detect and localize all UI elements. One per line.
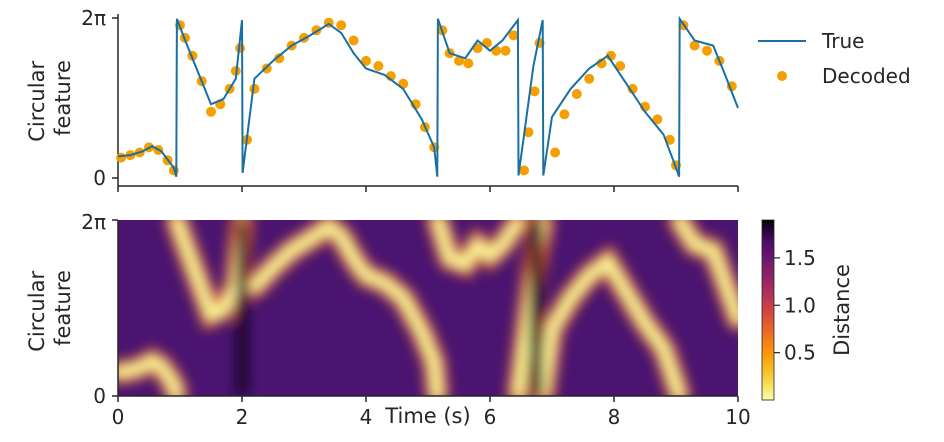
decoded-point	[116, 152, 127, 163]
colorbar-tick-label: 1.5	[784, 246, 816, 270]
decoded-point	[571, 89, 582, 99]
decoded-point	[615, 61, 626, 71]
decoded-point	[206, 106, 216, 117]
bottom-y-axis-label-line-2: feature	[51, 270, 75, 346]
decoded-point	[274, 53, 285, 64]
bottom-xtick-label: 4	[360, 405, 373, 429]
legend-true-label: True	[821, 29, 864, 53]
colorbar-gradient	[761, 219, 775, 401]
decoded-point	[584, 73, 595, 84]
decoded-point	[361, 55, 371, 66]
bottom-xtick-label: 8	[608, 405, 621, 429]
decoded-point	[508, 30, 519, 41]
x-axis-label: Time (s)	[384, 404, 470, 428]
bottom-x-ticks: 0 2 4 6 8 10	[112, 396, 751, 429]
decoded-point	[523, 127, 534, 138]
top-y-axis-label-line-2: feature	[51, 60, 75, 136]
heatmap-dark-band-2	[529, 220, 543, 396]
decoded-point	[627, 83, 638, 94]
decoded-point	[652, 114, 663, 125]
heatmap	[118, 220, 738, 396]
decoded-point	[261, 63, 272, 74]
decoded-point	[454, 55, 464, 66]
bottom-y-axis-label: Circular feature	[25, 264, 75, 352]
decoded-point	[348, 35, 359, 46]
decoded-points	[116, 17, 737, 176]
decoded-point	[519, 165, 530, 176]
top-y-axis-label: Circular feature	[25, 54, 75, 142]
decoded-point	[463, 58, 474, 69]
decoded-point	[336, 20, 347, 31]
decoded-point	[529, 86, 540, 97]
colorbar-ticks: 0.5 1.0 1.5	[774, 246, 816, 365]
colorbar-tick-label: 0.5	[784, 341, 816, 365]
decoded-point	[500, 45, 511, 56]
decoded-point	[689, 40, 700, 51]
decoded-point	[559, 109, 570, 120]
bottom-y-axis-label-line-1: Circular	[25, 271, 49, 352]
top-y-axis-label-line-1: Circular	[25, 61, 49, 142]
decoded-point	[702, 45, 712, 56]
decoded-point	[373, 61, 384, 71]
bottom-xtick-label: 10	[725, 405, 750, 429]
top-ytick-label-2pi: 2π	[81, 6, 106, 30]
top-x-ticks	[117, 186, 739, 192]
top-ytick-label-0: 0	[93, 166, 106, 190]
bottom-xtick-label: 6	[484, 405, 497, 429]
heatmap-dark-band-1	[236, 220, 248, 396]
legend-decoded-label: Decoded	[822, 64, 911, 88]
colorbar-label: Distance	[830, 264, 854, 356]
heatmap-bands	[118, 220, 738, 396]
legend-decoded-swatch	[777, 71, 787, 81]
bottom-xtick-label: 0	[112, 405, 125, 429]
colorbar: 0.5 1.0 1.5 Distance	[761, 219, 854, 401]
bottom-ytick-label-2pi: 2π	[81, 210, 106, 234]
bottom-panel: 0 2 4 6 8 10 2π 0 Circular feature Time (s)	[25, 210, 751, 429]
colorbar-tick-label: 1.0	[784, 293, 816, 317]
top-panel: 2π 0 Circular feature	[25, 6, 739, 192]
decoded-point	[550, 147, 561, 158]
legend: True Decoded	[758, 29, 911, 88]
bottom-ytick-label-0: 0	[93, 384, 106, 408]
bottom-xtick-label: 2	[236, 405, 249, 429]
true-series-line	[117, 15, 739, 178]
